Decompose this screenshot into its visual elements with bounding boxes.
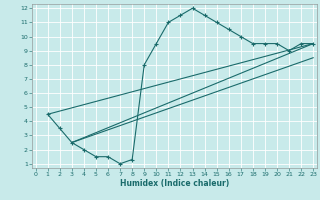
X-axis label: Humidex (Indice chaleur): Humidex (Indice chaleur) bbox=[120, 179, 229, 188]
